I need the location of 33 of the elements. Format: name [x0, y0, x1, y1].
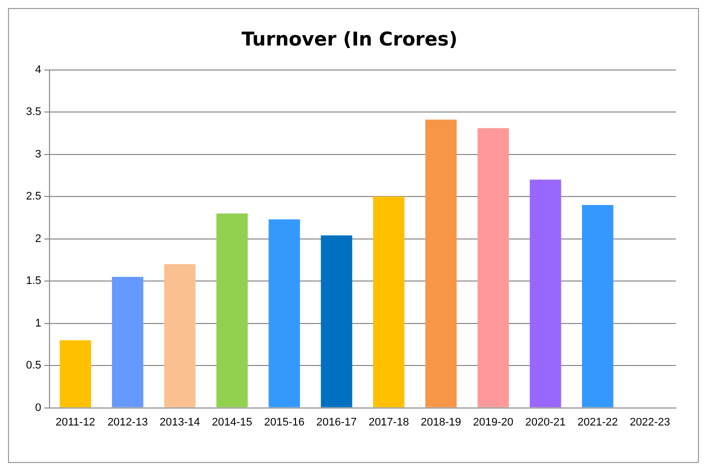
- y-tick-label: 2: [35, 232, 42, 245]
- y-tick-label: 3.5: [26, 106, 42, 118]
- chart-title: Turnover (In Crores): [241, 28, 458, 50]
- bar: [60, 340, 92, 408]
- x-tick-label: 2020-21: [525, 416, 566, 428]
- y-tick-label: 1: [35, 317, 42, 330]
- x-tick-label: 2022-23: [630, 416, 670, 428]
- x-tick-label: 2018-19: [420, 416, 462, 428]
- bar: [320, 235, 352, 408]
- y-tick-label: 4: [35, 64, 42, 76]
- x-tick-label: 2016-17: [316, 416, 357, 428]
- x-tick-label: 2012-13: [107, 416, 148, 428]
- y-tick-label: 1.5: [26, 275, 42, 288]
- y-tick-label: 2.5: [26, 190, 42, 203]
- y-tick-label: 3: [35, 148, 42, 160]
- x-tick-label: 2021-22: [577, 416, 618, 428]
- bar: [373, 196, 404, 408]
- x-tick-label: 2019-20: [473, 416, 514, 428]
- bar: [268, 219, 300, 408]
- x-tick-label: 2015-16: [264, 416, 304, 428]
- bar: [164, 264, 196, 408]
- bar: [530, 180, 562, 408]
- bar: [425, 120, 457, 408]
- bar: [216, 213, 248, 408]
- bar: [478, 128, 509, 408]
- x-tick-label: 2014-15: [212, 416, 252, 428]
- bar: [112, 276, 144, 408]
- x-tick-label: 2013-14: [160, 416, 200, 428]
- x-tick-label: 2011-12: [56, 416, 96, 428]
- bar: [582, 205, 614, 408]
- x-tick-label: 2017-18: [368, 416, 409, 428]
- y-tick-label: 0.5: [26, 360, 42, 372]
- y-tick-label: 0: [35, 402, 42, 414]
